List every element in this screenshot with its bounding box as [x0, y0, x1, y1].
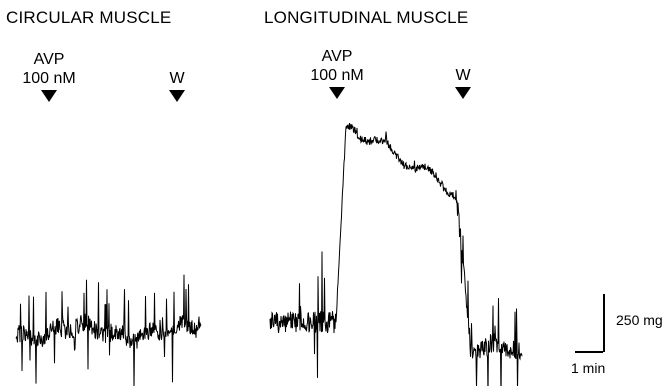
circular-wash-marker: W [165, 69, 189, 102]
circular-avp-marker: AVP 100 nM [20, 50, 78, 102]
circular-avp-label: AVP [33, 51, 65, 68]
circular-avp-dose: 100 nM [22, 70, 76, 87]
longitudinal-wash-marker: W [451, 66, 475, 99]
circular-muscle-title: CIRCULAR MUSCLE [6, 8, 172, 27]
longitudinal-avp-dose: 100 nM [310, 67, 364, 84]
longitudinal-avp-marker: AVP 100 nM [307, 47, 367, 99]
longitudinal-avp-arrow-icon [329, 87, 345, 99]
time-scale-label: 1 min [571, 360, 606, 376]
circular-wash-label: W [169, 70, 185, 87]
circular-avp-arrow-icon [41, 90, 57, 102]
longitudinal-wash-arrow-icon [455, 87, 471, 99]
circular-muscle-trace [15, 274, 202, 386]
longitudinal-wash-label: W [455, 67, 471, 84]
longitudinal-muscle-title: LONGITUDINAL MUSCLE [264, 8, 469, 27]
force-scale-label: 250 mg [616, 312, 663, 328]
circular-wash-arrow-icon [169, 90, 185, 102]
longitudinal-muscle-trace [269, 122, 523, 386]
longitudinal-avp-label: AVP [321, 48, 353, 65]
